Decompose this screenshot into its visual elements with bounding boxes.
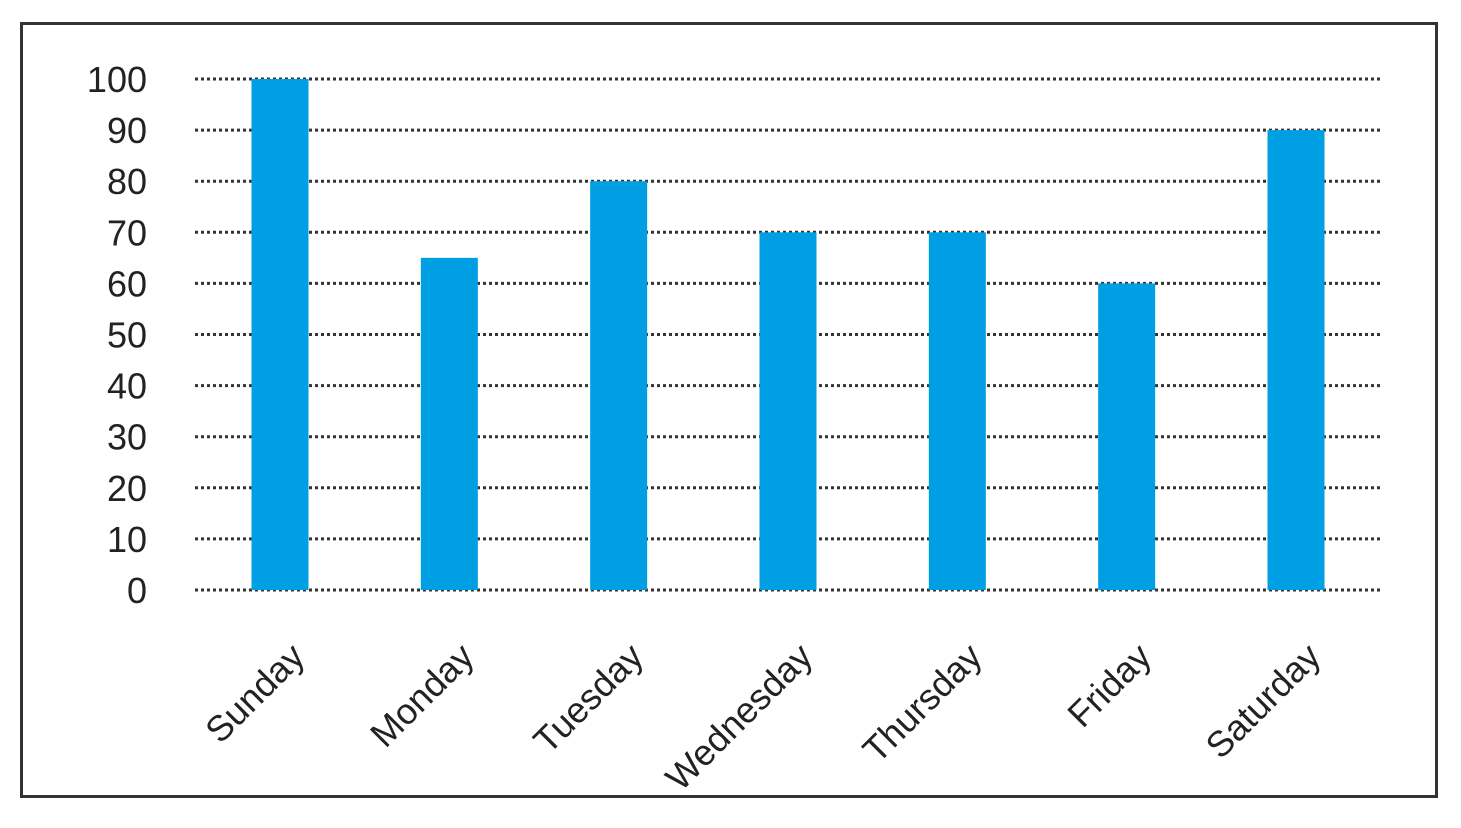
- y-tick-label: 50: [107, 315, 147, 356]
- x-tick-label-sunday: Sunday: [197, 635, 312, 750]
- x-tick-label-friday: Friday: [1059, 635, 1159, 735]
- y-tick-label: 60: [107, 263, 147, 304]
- bar-tuesday: [590, 181, 648, 590]
- y-tick-label: 20: [107, 468, 147, 509]
- bar-wednesday: [759, 232, 817, 591]
- x-tick-label-tuesday: Tuesday: [525, 635, 651, 761]
- x-tick-label-wednesday: Wednesday: [657, 635, 820, 798]
- y-tick-label: 40: [107, 366, 147, 407]
- y-tick-label: 0: [127, 570, 147, 611]
- x-tick-label-thursday: Thursday: [855, 635, 990, 770]
- bars: [251, 79, 1325, 591]
- bar-sunday: [251, 79, 309, 590]
- bar-friday: [1098, 283, 1156, 590]
- y-tick-label: 70: [107, 212, 147, 253]
- bar-monday: [420, 257, 478, 590]
- x-tick-label-saturday: Saturday: [1197, 635, 1328, 766]
- y-tick-label: 30: [107, 417, 147, 458]
- y-tick-label: 100: [87, 59, 147, 100]
- y-tick-label: 80: [107, 161, 147, 202]
- x-tick-label-monday: Monday: [362, 635, 482, 755]
- y-axis-ticks: 0 10 20 30 40 50 60 70 80 90 100: [87, 59, 147, 611]
- bar-saturday: [1267, 130, 1325, 590]
- y-tick-label: 90: [107, 110, 147, 151]
- bar-thursday: [928, 232, 986, 591]
- y-tick-label: 10: [107, 519, 147, 560]
- x-axis-ticks: Sunday Monday Tuesday Wednesday Thursday Frid…: [197, 635, 1328, 798]
- gridlines: [195, 77, 1383, 592]
